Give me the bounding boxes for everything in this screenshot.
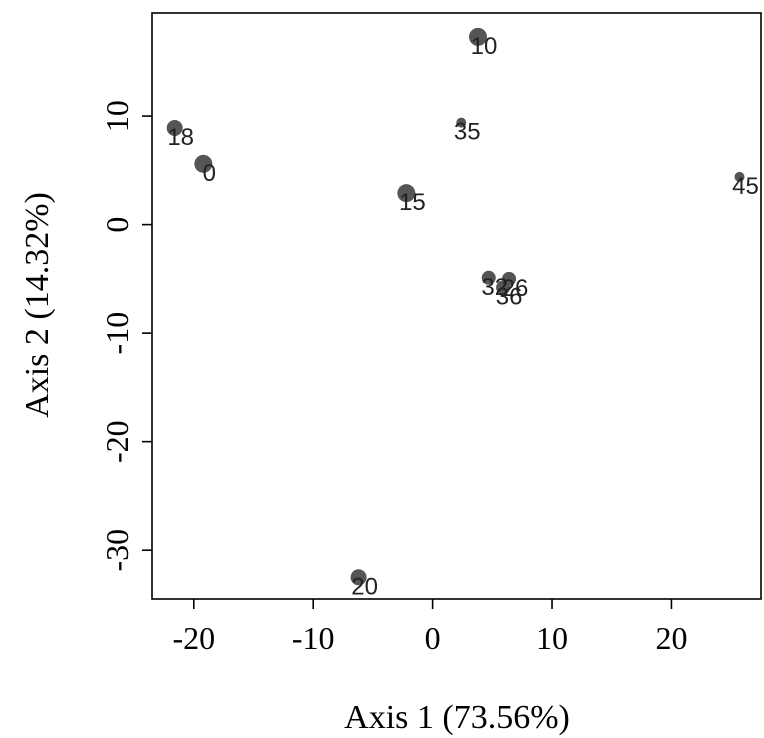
x-tick-label: -10 [292,620,335,656]
point-label-15: 15 [399,189,426,216]
point-label-35: 35 [454,119,481,146]
point-label-20: 20 [351,573,378,600]
plot-frame [151,12,762,600]
x-tick-label: 0 [425,620,441,656]
data-point-45 [734,171,745,182]
point-label-32: 32 [481,274,508,301]
x-axis-title: Axis 1 (73.56%) [344,699,570,736]
y-tick-label: 10 [99,100,135,132]
point-label-45: 45 [732,173,759,200]
data-point-0 [194,154,213,173]
point-label-26: 26 [502,275,529,302]
data-points [166,27,745,586]
data-point-15 [397,184,416,203]
point-label-0: 0 [203,160,216,187]
x-tick-label: 10 [536,620,568,656]
point-label-10: 10 [471,33,498,60]
point-label-36: 36 [496,284,523,311]
x-tick-label: -20 [172,620,215,656]
data-point-10 [468,27,487,46]
point-label-18: 18 [167,124,194,151]
y-axis: -30 -20 -10 0 10 [99,100,152,571]
x-tick-label: 20 [655,620,687,656]
y-tick-label: -20 [99,420,135,463]
data-point-35 [456,117,467,128]
y-tick-label: -10 [99,312,135,355]
y-axis-title: Axis 2 (14.32%) [19,192,56,418]
data-point-20 [350,569,367,586]
data-point-36 [496,280,511,295]
y-tick-label: 0 [99,217,135,233]
x-axis: -20 -10 0 10 20 [172,599,687,656]
data-point-18 [166,120,183,137]
data-point-32 [481,270,496,285]
y-tick-label: -30 [99,529,135,572]
